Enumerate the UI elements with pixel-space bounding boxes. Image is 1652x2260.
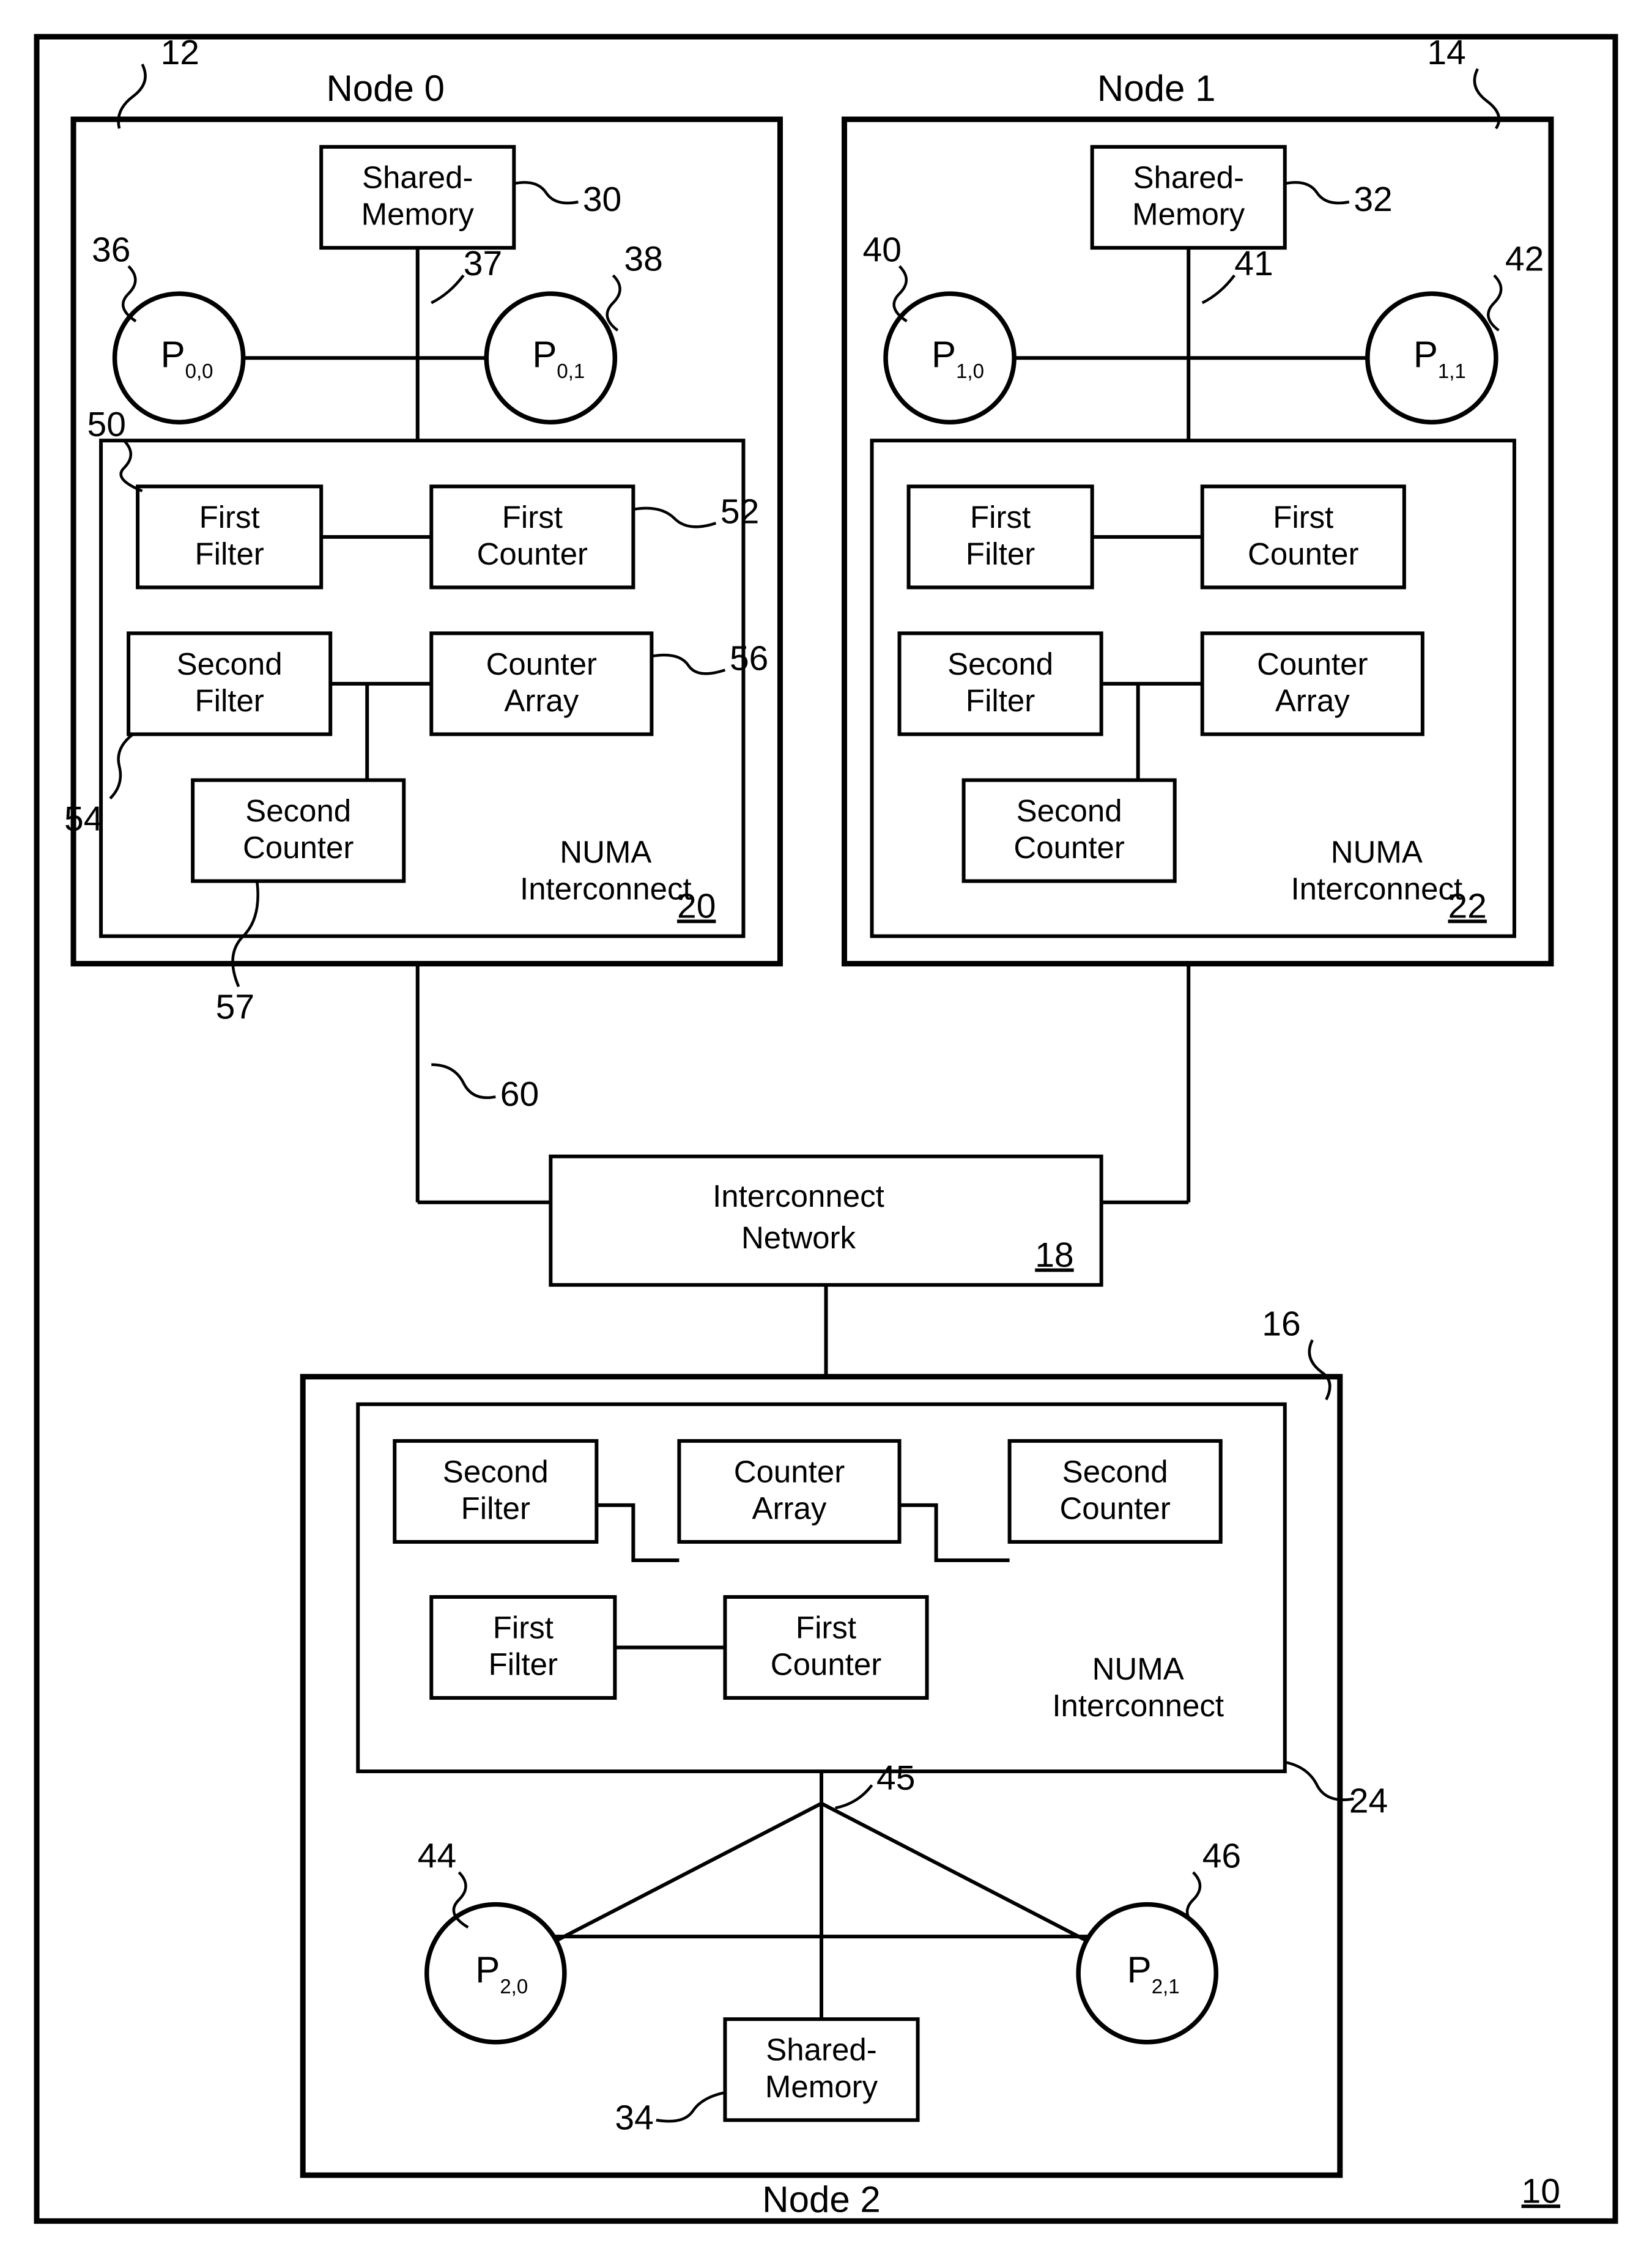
ref-14: 14 bbox=[1427, 33, 1465, 72]
ref-20: 20 bbox=[677, 887, 716, 926]
svg-text:Counter: Counter bbox=[243, 830, 354, 865]
node2-title: Node 2 bbox=[762, 2179, 881, 2220]
svg-text:NUMA: NUMA bbox=[560, 835, 651, 870]
svg-text:Filter: Filter bbox=[966, 683, 1035, 718]
svg-text:NUMA: NUMA bbox=[1331, 835, 1423, 870]
svg-text:Filter: Filter bbox=[966, 536, 1035, 571]
ref-52: 52 bbox=[720, 492, 759, 531]
svg-text:Array: Array bbox=[752, 1491, 827, 1525]
svg-text:Second: Second bbox=[1017, 793, 1122, 828]
ref-56: 56 bbox=[730, 639, 768, 678]
svg-text:Memory: Memory bbox=[361, 197, 475, 232]
node0-title: Node 0 bbox=[326, 68, 445, 109]
ref-60: 60 bbox=[500, 1075, 539, 1114]
svg-text:Second: Second bbox=[1062, 1454, 1168, 1489]
svg-text:Shared-: Shared- bbox=[1133, 160, 1243, 195]
ref-outer: 10 bbox=[1522, 2171, 1560, 2210]
ref-34: 34 bbox=[615, 2098, 653, 2137]
svg-text:Counter: Counter bbox=[734, 1454, 845, 1489]
svg-text:Memory: Memory bbox=[1132, 197, 1245, 232]
svg-text:Second: Second bbox=[245, 793, 351, 828]
ref-42: 42 bbox=[1505, 240, 1544, 279]
node0: Node 0 12 Shared- Memory 30 P0,0 36 P0,1… bbox=[64, 33, 780, 1027]
svg-text:Filter: Filter bbox=[194, 683, 264, 718]
svg-text:Second: Second bbox=[947, 647, 1053, 681]
ref-22: 22 bbox=[1448, 887, 1486, 926]
ref-12: 12 bbox=[161, 33, 199, 72]
svg-text:Interconnect: Interconnect bbox=[1052, 1688, 1224, 1723]
diagram-canvas: 10 Node 0 12 Shared- Memory 30 P0,0 36 P… bbox=[0, 0, 1652, 2258]
svg-text:Shared-: Shared- bbox=[362, 160, 473, 195]
ref-16: 16 bbox=[1262, 1304, 1300, 1343]
svg-text:Second: Second bbox=[443, 1454, 549, 1489]
ref-40: 40 bbox=[863, 231, 902, 270]
svg-text:Counter: Counter bbox=[1248, 536, 1358, 571]
ref-38: 38 bbox=[624, 240, 662, 279]
ref-50: 50 bbox=[87, 405, 126, 444]
ref-30: 30 bbox=[583, 180, 621, 219]
svg-text:Counter: Counter bbox=[486, 647, 597, 681]
ref-32: 32 bbox=[1354, 180, 1392, 219]
ref-24: 24 bbox=[1349, 1782, 1388, 1821]
node1-title: Node 1 bbox=[1097, 68, 1216, 109]
ref-44: 44 bbox=[418, 1837, 456, 1876]
node1: Node 1 14 Shared- Memory 32 P1,0 40 P1,1… bbox=[845, 33, 1551, 964]
node2: Node 2 16 NUMA Interconnect 24 Second Fi… bbox=[303, 1304, 1388, 2220]
svg-text:Array: Array bbox=[504, 683, 579, 718]
svg-text:First: First bbox=[199, 500, 260, 535]
ref-36: 36 bbox=[92, 231, 130, 270]
svg-text:Counter: Counter bbox=[771, 1647, 881, 1682]
ref-37: 37 bbox=[464, 244, 502, 283]
ref-45: 45 bbox=[876, 1758, 915, 1798]
svg-text:Memory: Memory bbox=[765, 2069, 878, 2104]
svg-text:Filter: Filter bbox=[461, 1491, 530, 1525]
svg-text:First: First bbox=[502, 500, 563, 535]
ref-46: 46 bbox=[1202, 1837, 1241, 1876]
ref-18: 18 bbox=[1035, 1236, 1073, 1275]
svg-text:Counter: Counter bbox=[1059, 1491, 1170, 1525]
ref-57: 57 bbox=[216, 988, 254, 1027]
svg-text:Counter: Counter bbox=[1257, 647, 1368, 681]
ref-41: 41 bbox=[1234, 244, 1273, 283]
svg-text:First: First bbox=[796, 1610, 856, 1645]
svg-text:Interconnect: Interconnect bbox=[520, 872, 692, 906]
svg-text:Counter: Counter bbox=[477, 536, 588, 571]
svg-text:Shared-: Shared- bbox=[766, 2032, 876, 2067]
ref-54: 54 bbox=[64, 799, 103, 839]
svg-text:Interconnect: Interconnect bbox=[1291, 872, 1462, 906]
svg-text:Array: Array bbox=[1275, 683, 1350, 718]
svg-text:First: First bbox=[493, 1610, 554, 1645]
svg-text:Interconnect: Interconnect bbox=[713, 1179, 884, 1213]
svg-text:First: First bbox=[970, 500, 1031, 535]
svg-text:NUMA: NUMA bbox=[1092, 1651, 1184, 1686]
svg-text:Network: Network bbox=[741, 1220, 856, 1255]
svg-text:First: First bbox=[1273, 500, 1333, 535]
svg-text:Filter: Filter bbox=[194, 536, 264, 571]
svg-text:Second: Second bbox=[177, 647, 283, 681]
svg-text:Counter: Counter bbox=[1013, 830, 1124, 865]
svg-text:Filter: Filter bbox=[489, 1647, 558, 1682]
